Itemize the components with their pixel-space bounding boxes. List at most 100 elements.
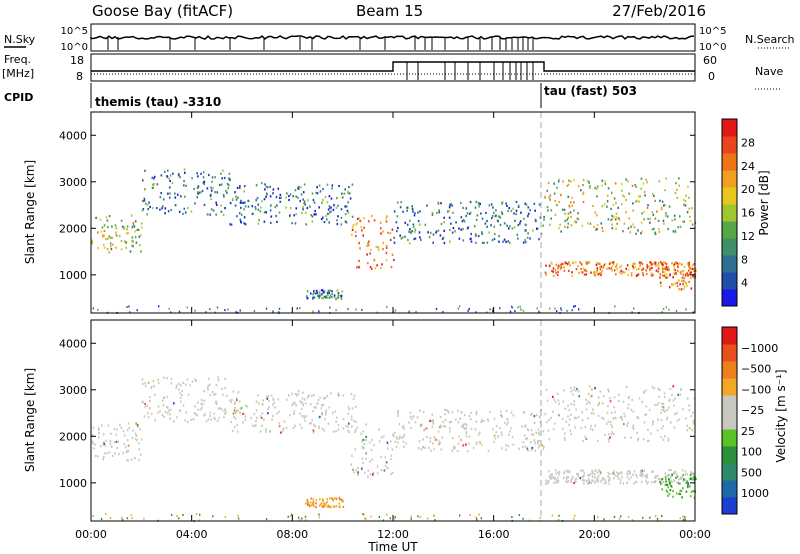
- echo-cell: [320, 407, 323, 410]
- echo-cell: [645, 178, 647, 181]
- echo-cell: [272, 310, 274, 313]
- echo-cell: [217, 376, 220, 379]
- echo-cell: [136, 424, 139, 427]
- echo-cell: [143, 199, 146, 202]
- echo-cell: [609, 397, 612, 400]
- echo-cell: [131, 236, 134, 239]
- echo-cell: [345, 205, 348, 208]
- echo-cell: [677, 279, 680, 282]
- echo-cell: [126, 232, 128, 235]
- echo-cell: [631, 184, 634, 187]
- echo-cell: [359, 247, 361, 250]
- echo-cell: [285, 196, 287, 199]
- echo-cell: [672, 490, 674, 493]
- echo-cell: [596, 471, 599, 474]
- echo-cell: [626, 476, 629, 479]
- echo-cell: [376, 472, 379, 475]
- echo-cell: [558, 514, 560, 517]
- echo-cell: [621, 476, 623, 479]
- echo-cell: [318, 513, 320, 516]
- colorbar-tick-label: 4: [741, 277, 748, 290]
- echo-cell: [531, 433, 533, 436]
- echo-cell: [663, 409, 665, 412]
- echo-cell: [442, 311, 444, 313]
- echo-cell: [278, 307, 281, 310]
- echo-cell: [563, 476, 565, 479]
- echo-cell: [603, 518, 605, 521]
- echo-cell: [566, 481, 569, 484]
- echo-cell: [328, 296, 331, 299]
- echo-cell: [330, 210, 332, 213]
- echo-cell: [214, 418, 216, 421]
- echo-cell: [628, 472, 631, 475]
- echo-cell: [300, 193, 303, 196]
- echo-cell: [144, 169, 146, 172]
- echo-cell: [594, 476, 596, 479]
- echo-cell: [672, 230, 675, 233]
- echo-cell: [570, 201, 572, 204]
- echo-cell: [146, 203, 149, 207]
- echo-cell: [399, 234, 401, 237]
- echo-cell: [304, 203, 306, 206]
- echo-cell: [220, 172, 222, 175]
- echo-cell: [661, 262, 663, 265]
- echo-cell: [296, 307, 298, 310]
- echo-cell: [597, 478, 599, 482]
- echo-cell: [663, 396, 666, 399]
- colorbar-frame: [721, 326, 738, 515]
- echo-cell: [385, 244, 388, 247]
- echo-cell: [485, 211, 487, 215]
- echo-cell: [616, 216, 618, 219]
- echo-cell: [598, 470, 601, 473]
- echo-cell: [641, 401, 644, 404]
- echo-cell: [687, 185, 689, 188]
- echo-cell: [552, 274, 555, 277]
- echo-cell: [229, 178, 231, 181]
- echo-cell: [667, 486, 670, 489]
- echo-cell: [126, 225, 129, 228]
- echo-cell: [361, 440, 363, 443]
- echo-cell: [481, 232, 483, 235]
- echo-cell: [194, 378, 196, 381]
- echo-cell: [265, 430, 267, 433]
- echo-cell: [209, 383, 211, 386]
- echo-cell: [604, 182, 607, 186]
- echo-cell: [137, 425, 139, 428]
- echo-cell: [633, 482, 635, 485]
- echo-cell: [503, 222, 506, 225]
- echo-cell: [265, 518, 268, 521]
- echo-cell: [593, 270, 595, 273]
- echo-cell: [676, 188, 678, 191]
- echo-cell: [382, 241, 385, 244]
- echo-cell: [451, 204, 454, 207]
- echo-cell: [255, 199, 257, 202]
- echo-cell: [191, 177, 193, 180]
- echo-cell: [662, 477, 664, 480]
- echo-cell: [449, 228, 451, 232]
- echo-cell: [303, 415, 306, 418]
- echo-cell: [664, 214, 667, 217]
- beam-title: Beam 15: [356, 2, 423, 20]
- echo-cell: [645, 405, 648, 408]
- echo-cell: [613, 432, 615, 436]
- echo-cell: [597, 439, 599, 443]
- echo-cell: [118, 234, 121, 238]
- echo-cell: [317, 398, 320, 402]
- echo-cell: [406, 223, 409, 226]
- x-tick-label: 04:00: [176, 528, 208, 541]
- echo-cell: [337, 296, 339, 299]
- colorbar-swatch: [722, 327, 737, 345]
- echo-cell: [639, 263, 642, 266]
- echo-cell: [277, 398, 280, 401]
- echo-cell: [364, 517, 366, 520]
- echo-cell: [305, 295, 308, 298]
- echo-cell: [462, 239, 465, 242]
- echo-cell: [549, 307, 551, 310]
- echo-cell: [610, 421, 612, 424]
- echo-cell: [690, 271, 692, 274]
- echo-cell: [299, 400, 302, 403]
- echo-cell: [606, 411, 609, 414]
- echo-cell: [635, 473, 637, 476]
- echo-cell: [368, 240, 370, 243]
- echo-cell: [639, 474, 641, 477]
